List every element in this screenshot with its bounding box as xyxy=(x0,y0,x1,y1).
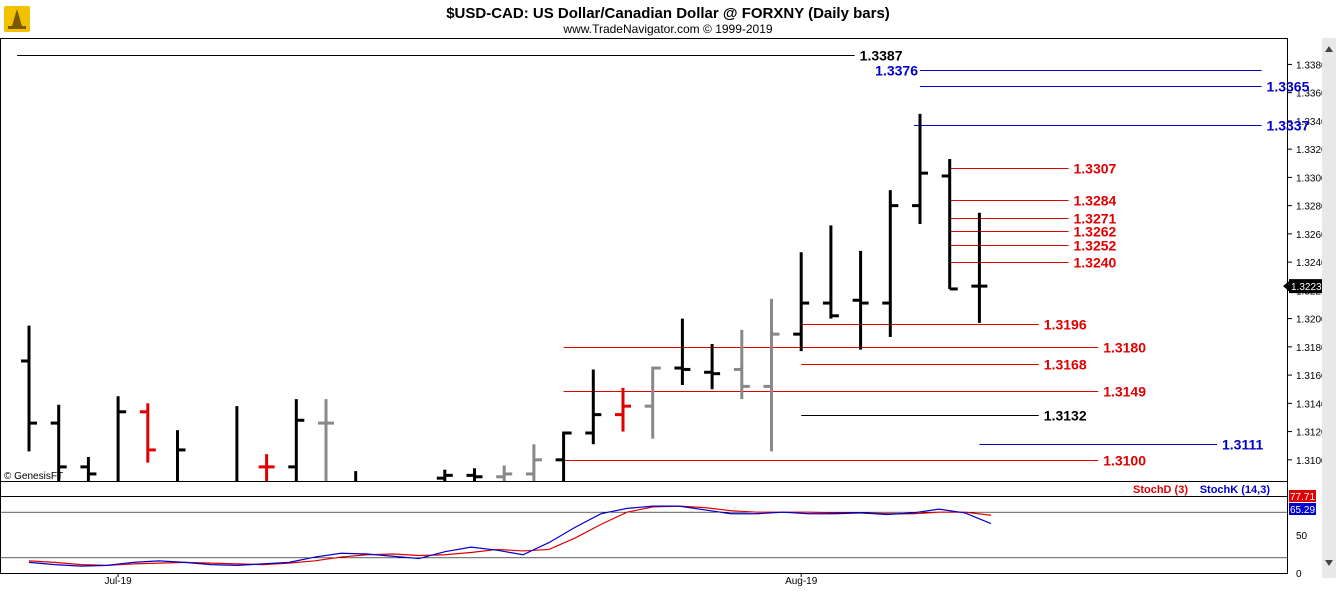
stoch-tick-label: 0 xyxy=(1296,569,1302,580)
date-axis: Jul-19 Aug-19 xyxy=(104,573,818,587)
level-label: 1.3252 xyxy=(1074,238,1117,254)
stochk-value: 65.29 xyxy=(1290,505,1315,516)
date-label: Aug-19 xyxy=(785,576,818,587)
level-label: 1.3196 xyxy=(1044,317,1087,333)
ohlc-bar xyxy=(941,159,958,291)
price-tick-label: 1.3140 xyxy=(1296,399,1327,410)
level-label: 1.3376 xyxy=(875,63,918,79)
price-tick-label: 1.3160 xyxy=(1296,371,1327,382)
price-tick-label: 1.3240 xyxy=(1296,258,1327,269)
stochd-legend: StochD (3) xyxy=(1133,484,1188,496)
stochd-line xyxy=(28,505,992,567)
level-label: 1.3180 xyxy=(1103,340,1146,356)
level-label: 1.3365 xyxy=(1267,79,1310,95)
level-label: 1.3149 xyxy=(1103,384,1146,400)
stoch-panel-frame xyxy=(0,481,1288,574)
ohlc-bars xyxy=(21,113,988,481)
ohlc-bar xyxy=(50,404,67,481)
last-price-tag: 1.3223 xyxy=(1283,279,1323,294)
level-label: 1.3100 xyxy=(1103,453,1146,469)
chart-title: $USD-CAD: US Dollar/Canadian Dollar @ FO… xyxy=(446,5,890,22)
ohlc-bar xyxy=(763,298,780,452)
level-label: 1.3168 xyxy=(1044,357,1087,373)
price-tick-label: 1.3260 xyxy=(1296,230,1327,241)
price-tick-label: 1.3340 xyxy=(1296,117,1327,128)
price-tick-label: 1.3380 xyxy=(1296,60,1327,71)
ohlc-bar xyxy=(318,399,334,481)
level-label: 1.3284 xyxy=(1074,193,1117,209)
ohlc-bar xyxy=(139,403,156,463)
price-tick-label: 1.3120 xyxy=(1296,428,1327,439)
ohlc-bar xyxy=(822,225,839,319)
last-price-label: 1.3223 xyxy=(1291,282,1322,293)
price-tick-label: 1.3360 xyxy=(1296,89,1327,100)
ohlc-bar xyxy=(882,190,899,337)
ohlc-bar xyxy=(466,468,483,481)
ohlc-bar xyxy=(852,250,869,350)
date-label: Jul-19 xyxy=(104,576,132,587)
price-tick-label: 1.3320 xyxy=(1296,145,1327,156)
scroll-up-icon[interactable] xyxy=(1325,46,1333,52)
stochd-value-tag: 77.71 xyxy=(1289,490,1316,503)
stoch-tick-label: 50 xyxy=(1296,531,1308,542)
chart-subtitle: www.TradeNavigator.com © 1999-2019 xyxy=(562,22,772,36)
level-label: 1.3387 xyxy=(860,48,903,64)
ohlc-bar xyxy=(912,113,928,224)
ohlc-bar xyxy=(555,431,572,481)
ohlc-bar xyxy=(496,465,513,481)
stochk-line xyxy=(28,505,992,567)
level-label: 1.3262 xyxy=(1074,224,1117,240)
scroll-down-icon[interactable] xyxy=(1325,560,1333,566)
ohlc-bar xyxy=(585,369,602,445)
ohlc-bar xyxy=(525,444,542,481)
ohlc-bar xyxy=(971,212,988,323)
ohlc-bar xyxy=(80,456,97,481)
stochastic-panel: 0 50 xyxy=(1,505,1308,580)
ohlc-bar xyxy=(436,469,453,481)
price-tick-label: 1.3300 xyxy=(1296,173,1327,184)
scrollbar[interactable] xyxy=(1322,38,1336,578)
level-label: 1.3111 xyxy=(1222,437,1263,453)
ohlc-bar xyxy=(644,366,661,439)
level-label: 1.3307 xyxy=(1074,161,1117,177)
price-tick-label: 1.3280 xyxy=(1296,202,1327,213)
ohlc-bar xyxy=(116,396,127,481)
price-tick-label: 1.3180 xyxy=(1296,343,1327,354)
ohlc-bar xyxy=(21,325,37,452)
stochk-legend: StochK (14,3) xyxy=(1200,484,1271,496)
price-tick-label: 1.3200 xyxy=(1296,315,1327,326)
ohlc-bar xyxy=(733,329,750,400)
stochd-value: 77.71 xyxy=(1290,492,1315,503)
ohlc-bar xyxy=(793,252,810,352)
level-label: 1.3132 xyxy=(1044,408,1087,424)
ohlc-bar xyxy=(674,318,691,385)
level-label: 1.3240 xyxy=(1074,255,1117,271)
ohlc-bar xyxy=(615,387,631,432)
level-label: 1.3337 xyxy=(1267,118,1310,134)
price-axis: 1.3100 1.3120 1.3140 1.3160 1.3180 1.3200 1.32… xyxy=(1287,60,1327,467)
price-tick-label: 1.3100 xyxy=(1296,456,1327,467)
ohlc-bar xyxy=(258,454,275,481)
ohlc-bar xyxy=(176,430,186,481)
logo-icon xyxy=(4,6,30,32)
level-label: 1.3271 xyxy=(1074,211,1117,227)
ohlc-bar xyxy=(704,344,721,390)
stochk-value-tag: 65.29 xyxy=(1289,503,1316,516)
ohlc-bar xyxy=(288,399,305,481)
watermark: © GenesisFT xyxy=(4,471,63,482)
